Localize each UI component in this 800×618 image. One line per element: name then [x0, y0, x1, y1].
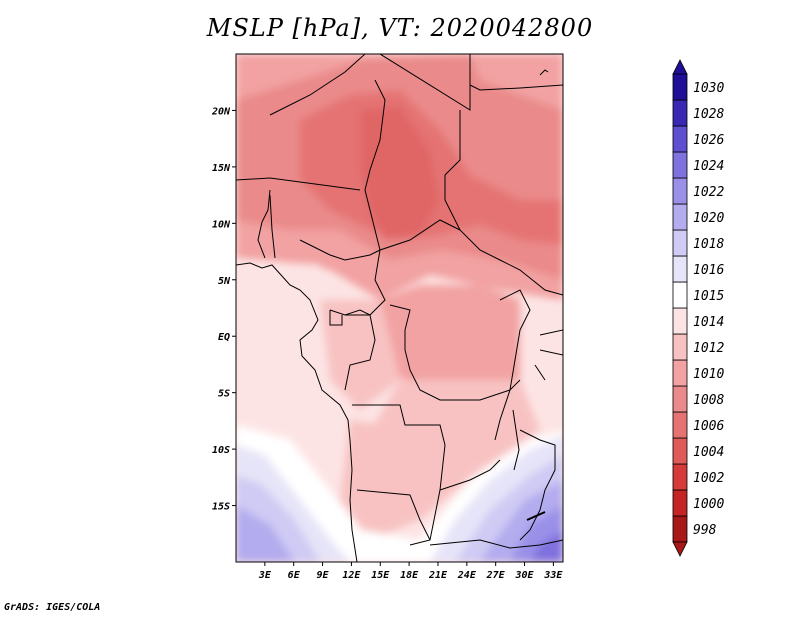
lat-label: 10S: [212, 445, 230, 456]
colorbar-label: 1018: [693, 237, 724, 252]
lon-label: 3E: [258, 570, 272, 581]
colorbar-swatch: [672, 99, 688, 127]
colorbar-label: 1012: [693, 341, 724, 356]
colorbar-swatch: [672, 307, 688, 335]
colorbar-min-arrow: [672, 541, 688, 557]
colorbar-label: 1006: [693, 419, 724, 434]
colorbar-swatch: [672, 515, 688, 543]
colorbar-swatch: [672, 281, 688, 309]
colorbar-swatch: [672, 177, 688, 205]
lon-label: 21E: [428, 570, 448, 581]
latitude-axis: 20N 15N 10N 5N EQ 5S 10S 15S: [211, 106, 236, 513]
colorbar-label: 1022: [693, 185, 724, 200]
colorbar-label: 1020: [693, 211, 724, 226]
lat-label: 15S: [212, 502, 230, 513]
colorbar-swatch: [672, 411, 688, 439]
colorbar-label: 1024: [693, 159, 724, 174]
colorbar-label: 1030: [693, 81, 724, 96]
lon-label: 9E: [317, 570, 330, 581]
lon-label: 18E: [400, 570, 419, 581]
colorbar-swatch: [672, 229, 688, 257]
lat-label: 20N: [211, 106, 231, 117]
lat-label: 15N: [212, 163, 231, 174]
lon-label: 15E: [371, 570, 390, 581]
pressure-field: [236, 54, 563, 562]
colorbar-swatch: [672, 73, 688, 101]
colorbar-label: 1010: [693, 367, 724, 382]
colorbar-swatch: [672, 385, 688, 413]
map-frame: [235, 53, 564, 563]
map-title: MSLP [hPa], VT: 2020042800: [206, 14, 594, 42]
colorbar-label: 998: [693, 523, 717, 538]
lat-label: 5S: [218, 389, 230, 400]
lon-label: 33E: [543, 570, 563, 581]
colorbar-label: 1008: [693, 393, 724, 408]
country-borders: [236, 54, 563, 562]
lon-label: 30E: [514, 570, 534, 581]
colorbar-label: 1026: [693, 133, 724, 148]
colorbar-label: 1004: [693, 445, 724, 460]
colorbar-swatch: [672, 255, 688, 283]
colorbar-max-arrow: [672, 59, 688, 75]
lon-label: 12E: [342, 570, 361, 581]
colorbar-swatch: [672, 437, 688, 465]
colorbar-label: 1002: [693, 471, 724, 486]
colorbar-label: 1015: [693, 289, 724, 304]
lon-label: 27E: [486, 570, 506, 581]
lat-label: 10N: [212, 219, 231, 230]
colorbar-swatch: [672, 125, 688, 153]
colorbar-swatch: [672, 489, 688, 517]
colorbar-label: 1016: [693, 263, 724, 278]
colorbar-swatch: [672, 333, 688, 361]
colorbar-swatch: [672, 359, 688, 387]
lon-label: 6E: [288, 570, 301, 581]
colorbar-swatch: [672, 151, 688, 179]
colorbar-swatch: [672, 203, 688, 231]
lat-label: 5N: [218, 276, 231, 287]
colorbar-label: 1000: [693, 497, 724, 512]
colorbar-swatch: [672, 463, 688, 491]
colorbar-label: 1028: [693, 107, 724, 122]
colorbar-label: 1014: [693, 315, 724, 330]
longitude-axis: 3E 6E 9E 12E 15E 18E 21E 24E 27E 30E 33E: [258, 562, 563, 581]
grads-footer: GrADS: IGES/COLA: [4, 602, 101, 613]
lon-label: 24E: [457, 570, 477, 581]
lat-label: EQ: [218, 332, 230, 343]
colorbar: 998 1000 1002 1004 1006 1008 1010 1012 1014 1015 1…: [672, 59, 724, 557]
